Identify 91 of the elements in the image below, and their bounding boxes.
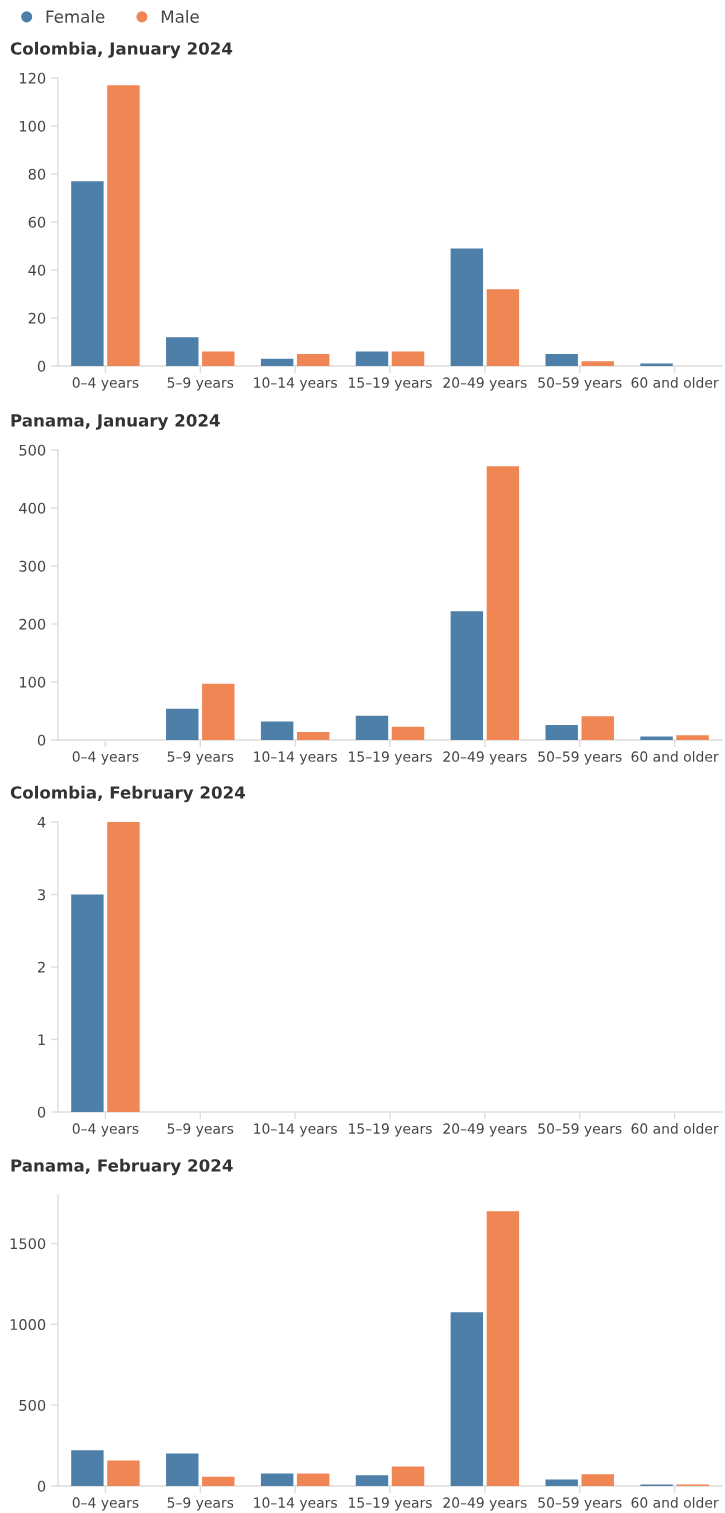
y-tick-label: 2 xyxy=(37,961,45,973)
bar xyxy=(166,708,199,740)
y-tick-label: 0 xyxy=(37,1480,46,1492)
bar xyxy=(581,361,614,366)
y-tick-label: 100 xyxy=(19,676,46,688)
x-tick-label: 10–14 years xyxy=(254,1123,337,1137)
y-tick-label: 4 xyxy=(37,816,46,828)
bar xyxy=(71,181,104,366)
bar xyxy=(450,611,484,740)
y-tick-label: 500 xyxy=(19,444,46,456)
bar xyxy=(355,351,389,366)
x-tick-label: 50–59 years xyxy=(538,751,622,765)
y-tick-label: 300 xyxy=(19,560,46,572)
bar xyxy=(107,1460,140,1486)
bar xyxy=(202,1476,235,1486)
x-tick-label: 20–49 years xyxy=(443,377,527,391)
bar xyxy=(676,735,709,740)
bar xyxy=(355,1475,389,1486)
x-tick-label: 20–49 years xyxy=(443,1497,527,1511)
x-tick-label: 60 and older xyxy=(631,751,719,762)
y-tick-label: 1500 xyxy=(10,1238,46,1250)
x-tick-label: 0–4 years xyxy=(72,1497,139,1511)
bar xyxy=(296,354,330,366)
y-tick-label: 120 xyxy=(19,72,46,84)
x-tick-label: 5–9 years xyxy=(167,1497,234,1511)
x-tick-label: 50–59 years xyxy=(538,1123,622,1137)
x-tick-label: 10–14 years xyxy=(254,377,337,391)
bar xyxy=(391,1466,425,1486)
bar xyxy=(260,1473,294,1486)
bar xyxy=(391,726,425,740)
legend-label: Female xyxy=(46,10,105,23)
y-tick-label: 20 xyxy=(28,312,46,324)
bar xyxy=(107,85,140,366)
y-tick-label: 1000 xyxy=(10,1319,46,1331)
x-tick-label: 5–9 years xyxy=(167,751,234,765)
bar xyxy=(296,1473,330,1486)
bar xyxy=(71,1450,104,1486)
y-tick-label: 200 xyxy=(19,618,46,630)
x-tick-label: 5–9 years xyxy=(167,1123,234,1137)
bar xyxy=(450,248,484,366)
y-tick-label: 0 xyxy=(37,1106,46,1118)
bar xyxy=(202,683,235,740)
bar xyxy=(545,1479,578,1486)
bar xyxy=(202,351,235,366)
y-tick-label: 100 xyxy=(19,120,46,132)
y-tick-label: 500 xyxy=(19,1399,46,1411)
x-tick-label: 15–19 years xyxy=(349,377,432,391)
y-tick-label: 400 xyxy=(19,502,46,514)
bar xyxy=(166,337,199,366)
y-tick-label: 0 xyxy=(37,734,46,746)
bar xyxy=(486,289,520,366)
x-tick-label: 0–4 years xyxy=(72,1123,139,1137)
x-tick-label: 15–19 years xyxy=(349,1123,432,1137)
y-tick-label: 60 xyxy=(28,216,46,228)
bar xyxy=(545,724,578,740)
y-tick-label: 40 xyxy=(28,264,46,276)
bar xyxy=(545,354,578,366)
chart-title: Colombia, February 2024 xyxy=(10,785,246,803)
x-tick-label: 60 and older xyxy=(631,1497,719,1508)
bar xyxy=(581,1474,614,1486)
bar xyxy=(260,721,294,740)
x-tick-label: 0–4 years xyxy=(72,751,139,765)
x-tick-label: 15–19 years xyxy=(349,1497,432,1511)
x-tick-label: 5–9 years xyxy=(167,377,234,391)
x-tick-label: 15–19 years xyxy=(349,751,432,765)
bar xyxy=(391,351,425,366)
bar xyxy=(296,731,330,740)
x-tick-label: 0–4 years xyxy=(72,377,139,391)
x-tick-label: 50–59 years xyxy=(538,377,622,391)
y-tick-label: 0 xyxy=(37,360,46,372)
x-tick-label: 60 and older xyxy=(631,377,719,388)
chart-title: Colombia, January 2024 xyxy=(10,41,233,59)
chart-title: Panama, February 2024 xyxy=(11,1158,233,1176)
bar xyxy=(260,358,294,366)
x-tick-label: 10–14 years xyxy=(254,1497,337,1511)
x-tick-label: 10–14 years xyxy=(254,751,337,765)
bar xyxy=(450,1312,484,1486)
x-tick-label: 60 and older xyxy=(631,1123,719,1134)
y-tick-label: 80 xyxy=(28,168,46,180)
x-tick-label: 50–59 years xyxy=(538,1497,622,1511)
bar xyxy=(355,715,389,740)
bar xyxy=(486,1211,520,1486)
legend-label: Male xyxy=(161,10,199,23)
y-tick-label: 1 xyxy=(38,1034,45,1046)
chart-title: Panama, January 2024 xyxy=(11,414,220,431)
x-tick-label: 20–49 years xyxy=(443,751,527,765)
x-tick-label: 20–49 years xyxy=(443,1123,527,1137)
bar xyxy=(486,466,520,740)
y-tick-label: 3 xyxy=(38,889,46,901)
bar xyxy=(581,716,614,740)
bar xyxy=(166,1453,199,1486)
